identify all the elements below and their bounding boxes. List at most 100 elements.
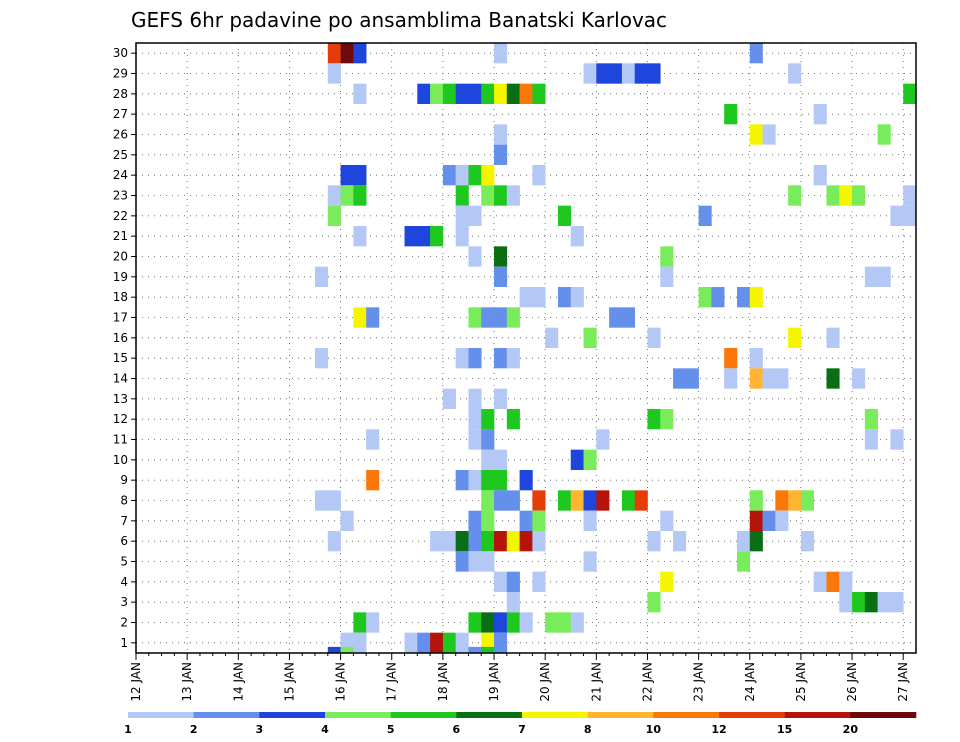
heatmap-cell [327,490,341,511]
heatmap-cell [442,165,456,186]
heatmap-cell [468,409,482,430]
colorbar-swatch [128,712,194,718]
heatmap-cell [481,612,495,633]
heatmap-cell [647,409,661,430]
y-tick-label: 9 [120,473,128,487]
heatmap-cell [327,43,341,64]
heatmap-cell [762,368,776,389]
heatmap-cell [864,592,878,613]
y-tick-label: 19 [113,270,128,284]
x-tick-label: 19 JAN [487,662,501,702]
heatmap-cell [864,409,878,430]
heatmap-cell [366,612,380,633]
heatmap-cell [903,185,917,206]
colorbar-swatch [456,712,523,718]
y-tick-label: 26 [113,128,128,142]
heatmap-cell [481,470,495,491]
y-tick-label: 14 [113,372,128,386]
heatmap-cell [800,531,815,552]
y-tick-label: 28 [113,87,128,101]
heatmap-cell [647,592,661,613]
heatmap-cell [596,63,610,84]
heatmap-cell [532,287,546,308]
heatmap-cell [481,185,495,206]
heatmap-cell [647,327,661,348]
heatmap-cell [583,327,597,348]
y-tick-label: 7 [120,514,128,528]
y-tick-label: 20 [113,250,128,264]
y-tick-label: 18 [113,290,128,304]
x-tick-label: 18 JAN [436,662,450,702]
y-tick-label: 8 [120,494,128,508]
heatmap-cell [621,307,635,328]
heatmap-cell [494,144,508,165]
heatmap-cell [417,226,431,247]
heatmap-cell [468,83,482,104]
heatmap-cell [494,348,508,369]
heatmap-cell [353,632,367,653]
heatmap-cell [494,449,508,470]
heatmap-cell [481,646,495,653]
heatmap-cell [609,63,623,84]
colorbar-label: 8 [584,723,592,736]
heatmap-cell [494,490,508,511]
heatmap-cell [660,571,674,592]
heatmap-cell [673,368,687,389]
y-tick-label: 16 [113,331,128,345]
heatmap-cell [621,63,635,84]
heatmap-cell [468,510,482,531]
heatmap-cell [340,510,354,531]
heatmap-cell [532,165,546,186]
x-tick-label: 21 JAN [589,662,603,702]
heatmap-cell [775,510,789,531]
heatmap-cell [327,531,341,552]
heatmap-cell [826,571,840,592]
heatmap-cell [852,592,866,613]
colorbar-swatch [193,712,260,718]
heatmap-cell [647,531,661,552]
heatmap-cell [532,83,546,104]
colorbar-swatch [719,712,785,718]
x-tick-label: 25 JAN [794,662,808,702]
heatmap-cell [864,266,878,287]
heatmap-cell [749,287,763,308]
colorbar-swatch [325,712,391,718]
heatmap-cell [494,185,508,206]
heatmap-cell [315,266,329,287]
heatmap-cell [583,449,597,470]
heatmap-cell [673,531,687,552]
heatmap-cell [468,205,482,226]
heatmap-cell [455,205,469,226]
heatmap-cell [455,551,469,572]
heatmap-cells [315,43,917,653]
heatmap-cell [315,490,329,511]
y-tick-label: 30 [113,46,128,60]
heatmap-cell [775,368,789,389]
heatmap-cell [481,449,495,470]
heatmap-cell [494,612,508,633]
heatmap-cell [340,185,354,206]
heatmap-cell [366,307,380,328]
heatmap-cell [353,185,367,206]
heatmap-cell [519,287,533,308]
y-tick-label: 15 [113,351,128,365]
heatmap-cell [468,348,482,369]
heatmap-cell [596,490,610,511]
heatmap-cell [468,165,482,186]
x-tick-label: 24 JAN [743,662,757,702]
colorbar-label: 2 [190,723,198,736]
heatmap-cell [468,646,482,653]
heatmap-cell [749,490,763,511]
heatmap-cell [494,124,508,145]
heatmap-cell [685,368,699,389]
heatmap-cell [583,490,597,511]
x-tick-label: 26 JAN [845,662,859,702]
chart-title: GEFS 6hr padavine po ansamblima Banatski… [131,8,667,32]
heatmap-cell [494,470,508,491]
y-tick-label: 1 [120,636,128,650]
heatmap-cell [353,83,367,104]
heatmap-cell [455,165,469,186]
heatmap-cell [468,429,482,450]
heatmap-cell [481,165,495,186]
heatmap-cell [404,632,418,653]
